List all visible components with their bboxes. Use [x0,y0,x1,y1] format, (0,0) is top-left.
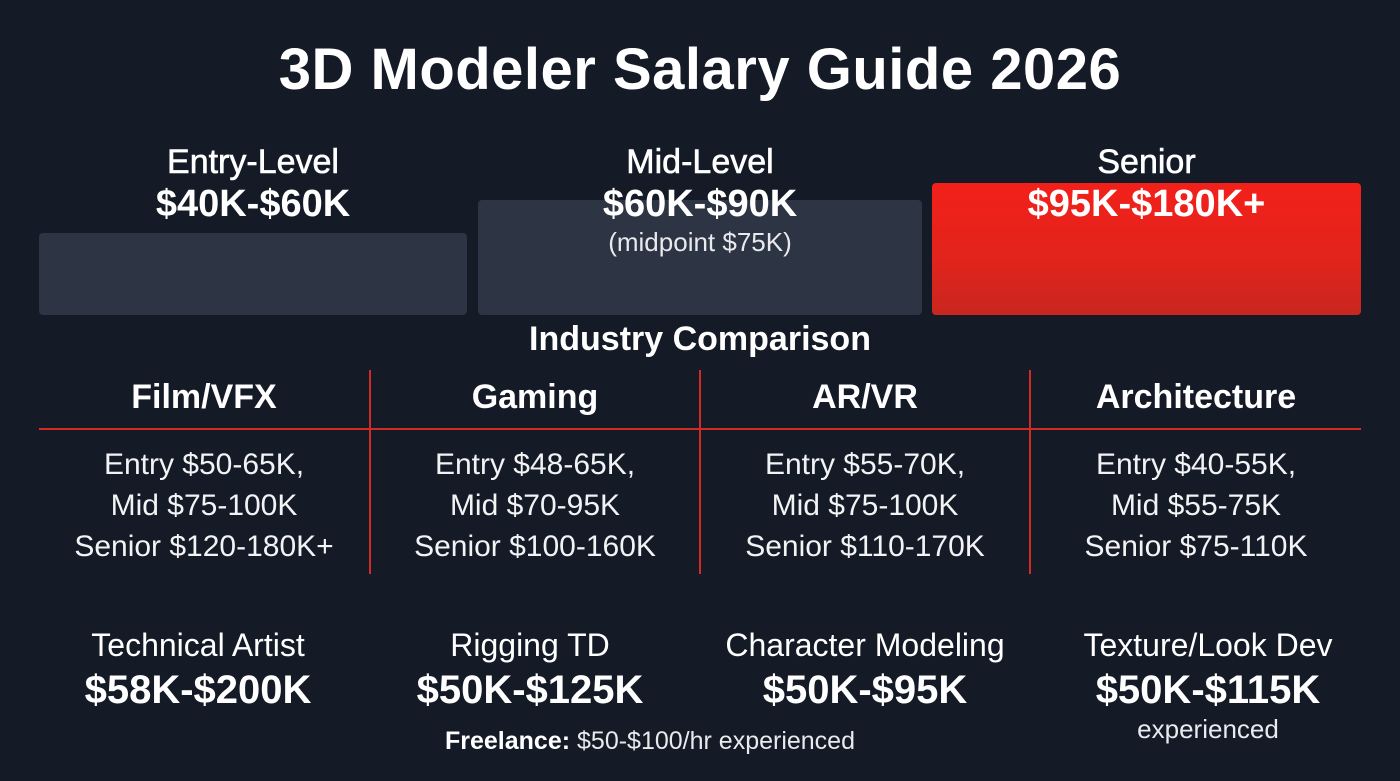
role-name: Character Modeling [725,627,1005,663]
mid-level-bar [478,200,922,315]
role-rigging-td: Rigging TD $50K-$125K [360,624,700,714]
senior-level-bar [932,183,1361,315]
freelance-label: Freelance: [445,727,571,755]
role-technical-artist: Technical Artist $58K-$200K [28,624,368,714]
page-title: 3D Modeler Salary Guide 2026 [278,37,1122,102]
mid-level-midpoint: (midpoint $75K) [608,227,792,257]
mid-salary-line: Mid $75-100K [110,489,298,522]
industry-cell-gaming: Entry $48-65K, Mid $70-95K Senior $100-1… [371,444,699,567]
freelance-rate: Freelance: $50-$100/hr experienced [0,727,1400,756]
entry-salary-line: Entry $50-65K, [103,448,305,481]
senior-salary-line: Senior $75-110K [1084,530,1308,563]
column-divider [369,370,371,574]
role-salary-range: $50K-$115K [1095,668,1321,712]
entry-level-name: Entry-Level [167,143,340,182]
mid-level-name: Mid-Level [626,143,774,182]
entry-salary-line: Entry $48-65K, [434,448,636,481]
role-salary-range: $58K-$200K [84,668,312,712]
mid-salary-line: Mid $75-100K [771,489,959,522]
role-name: Texture/Look Dev [1083,627,1333,663]
role-texture-look-dev: Texture/Look Dev $50K-$115K experienced [1038,624,1378,744]
column-divider [699,370,701,574]
role-note: experienced [1137,714,1279,744]
role-salary-range: $50K-$125K [416,668,644,712]
industry-header-ar-vr: AR/VR [812,378,918,416]
mid-level-range: $60K-$90K [602,183,798,225]
entry-level-range: $40K-$60K [155,183,351,225]
senior-salary-line: Senior $100-160K [414,530,656,563]
industry-header-architecture: Architecture [1095,378,1297,416]
freelance-value: $50-$100/hr experienced [577,727,855,755]
entry-salary-line: Entry $55-70K, [764,448,966,481]
industry-header-gaming: Gaming [471,378,599,416]
mid-salary-line: Mid $55-75K [1110,489,1282,522]
senior-name: Senior [1097,143,1196,182]
industry-comparison-title: Industry Comparison [529,320,871,358]
role-name: Technical Artist [91,627,305,663]
industry-cell-architecture: Entry $40-55K, Mid $55-75K Senior $75-11… [1031,444,1361,567]
senior-tier: Senior $95K-$180K+ [932,142,1361,226]
mid-level-tier: Mid-Level $60K-$90K (midpoint $75K) [478,142,922,258]
entry-level-bar [39,233,467,315]
senior-salary-line: Senior $110-170K [745,530,985,563]
senior-salary-line: Senior $120-180K+ [74,530,334,563]
senior-range: $95K-$180K+ [1027,183,1266,225]
column-divider [1029,370,1031,574]
role-name: Rigging TD [450,627,610,663]
entry-level-tier: Entry-Level $40K-$60K [39,142,467,226]
industry-cell-ar-vr: Entry $55-70K, Mid $75-100K Senior $110-… [701,444,1029,567]
industry-header-film-vfx: Film/VFX [131,378,277,416]
industry-cell-film-vfx: Entry $50-65K, Mid $75-100K Senior $120-… [39,444,369,567]
mid-salary-line: Mid $70-95K [449,489,621,522]
role-salary-range: $50K-$95K [762,668,968,712]
entry-salary-line: Entry $40-55K, [1095,448,1297,481]
role-character-modeling: Character Modeling $50K-$95K [695,624,1035,714]
